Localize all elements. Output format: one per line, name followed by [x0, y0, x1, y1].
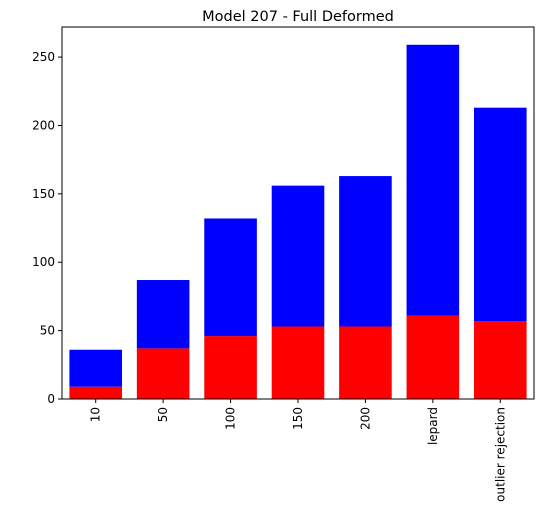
bar-50-series-2 [136, 280, 190, 349]
bar-150-series-1 [271, 326, 325, 399]
bar-lepard-series-2 [406, 44, 460, 316]
y-axis: 0 50 100 150 200 250 [32, 50, 62, 406]
chart-title: Model 207 - Full Deformed [202, 9, 394, 25]
x-tick-label: 10 [89, 407, 103, 422]
y-tick-label: 150 [32, 187, 55, 201]
x-tick-label: outlier rejection [493, 407, 507, 502]
bar-10-series-1 [69, 386, 123, 399]
x-tick-label: 200 [358, 407, 372, 430]
bar-100-series-2 [204, 218, 257, 337]
bar-200-series-1 [339, 326, 392, 399]
bar-outlier-rejection-series-1 [473, 321, 527, 399]
x-tick-label: 50 [156, 407, 170, 422]
bar-150-series-2 [271, 185, 325, 327]
x-axis: 10 50 100 150 200 lepard outlier rejection [89, 399, 507, 502]
x-tick-label: 100 [224, 407, 238, 430]
x-tick-label: lepard [426, 407, 440, 445]
bar-200-series-2 [339, 176, 392, 327]
plot-frame [61, 26, 535, 400]
bar-10-series-2 [69, 349, 123, 387]
y-tick-label: 100 [32, 255, 55, 269]
y-tick-label: 0 [47, 392, 55, 406]
y-tick-label: 200 [32, 118, 55, 132]
y-tick-label: 250 [32, 50, 55, 64]
x-tick-label: 150 [291, 407, 305, 430]
bar-outlier-rejection-series-2 [473, 107, 527, 322]
bar-lepard-series-1 [406, 315, 460, 399]
y-tick-label: 50 [40, 324, 55, 338]
bar-50-series-1 [136, 348, 190, 399]
bar-100-series-1 [204, 336, 257, 399]
bars-group [69, 44, 527, 399]
